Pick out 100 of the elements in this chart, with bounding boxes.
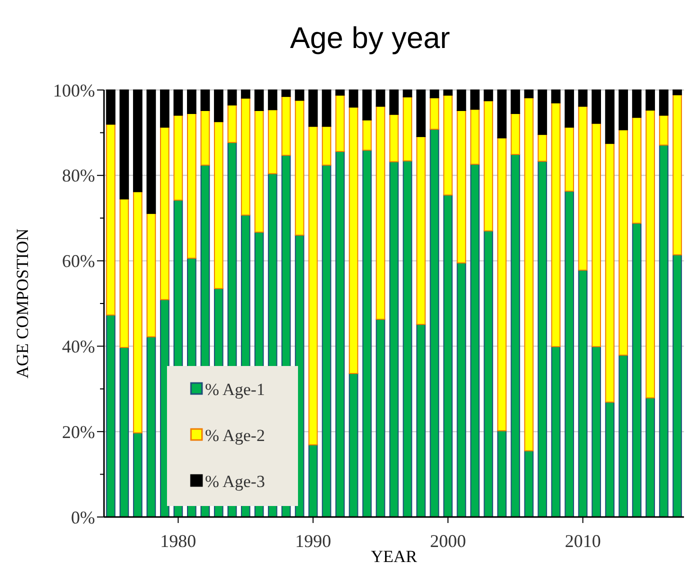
bar [174,114,183,201]
bar [389,90,399,115]
legend-label: % Age-1 [205,380,265,399]
bar [456,110,466,264]
bar [551,102,561,348]
bar [605,90,614,144]
bar [430,128,440,518]
bar [456,90,466,111]
bar [402,90,412,98]
bar [281,90,291,97]
bar [348,106,358,374]
bar [200,110,210,166]
bar [294,90,304,101]
bar [322,90,332,127]
bar [618,129,628,356]
bar [348,373,358,518]
x-tick-label: 1980 [160,531,196,551]
bar [578,90,588,107]
y-tick-label: 80% [62,166,95,186]
y-axis-title: AGE COMPOSTION [13,228,32,378]
bar [430,97,440,130]
bar [632,222,642,518]
bar [281,96,291,156]
bar [497,137,507,432]
bar [538,134,548,162]
bar [308,444,318,518]
bar [551,346,561,518]
bar [578,270,588,518]
bar [416,324,426,518]
bar [510,112,520,155]
bar [322,126,332,166]
bar [200,90,210,111]
bar [376,90,386,107]
y-tick-label: 100% [53,80,95,100]
bar [120,346,129,518]
bar [120,198,129,348]
bar [186,90,196,114]
bar [470,108,480,165]
bar [632,116,642,224]
bar [484,100,494,232]
bar [362,150,372,518]
bar [174,90,183,116]
bar [240,90,250,99]
bar [564,126,574,192]
legend-label: % Age-3 [205,472,265,491]
bar [659,90,668,116]
x-tick-label: 2000 [430,531,466,551]
bar [524,450,534,518]
bar [294,100,304,236]
bar [564,90,574,128]
bar [538,90,548,135]
bar [268,90,278,110]
bar [120,90,129,200]
bar [146,90,156,214]
bar [308,90,318,127]
bar [214,90,224,122]
x-tick-label: 2010 [564,531,601,551]
bar [430,90,440,98]
bar [362,119,372,151]
legend-label: % Age-2 [205,426,265,445]
bar [672,90,682,96]
bar [308,126,318,446]
bar [133,432,142,518]
bar [497,430,507,518]
y-tick-label: 20% [62,422,95,442]
bar [335,94,345,152]
bar [146,336,156,518]
bar [335,150,345,518]
bar [470,164,480,518]
bar [618,90,628,130]
bar [646,90,655,111]
bar [659,144,668,518]
y-tick-label: 0% [71,507,95,528]
bar [605,142,614,403]
x-tick-label: 1990 [295,531,332,551]
bar [672,94,682,256]
bar [484,90,494,102]
y-tick-label: 60% [62,251,95,272]
bar [646,110,655,398]
bar [322,164,332,518]
bar [133,90,142,192]
bar [186,112,196,259]
bar [605,402,614,518]
bar [578,106,588,271]
bar [592,90,602,124]
bar [268,109,278,174]
bar [618,354,628,518]
bar [335,90,345,96]
bar [632,90,642,118]
bar [592,122,602,348]
bar [510,154,520,518]
bar [160,90,170,128]
bar [133,191,142,434]
bar [524,90,534,98]
bar [254,110,264,233]
bar [362,90,372,120]
bar [160,126,170,300]
chart-title: Age by year [290,22,450,55]
bar [484,230,494,518]
bar [592,346,602,518]
